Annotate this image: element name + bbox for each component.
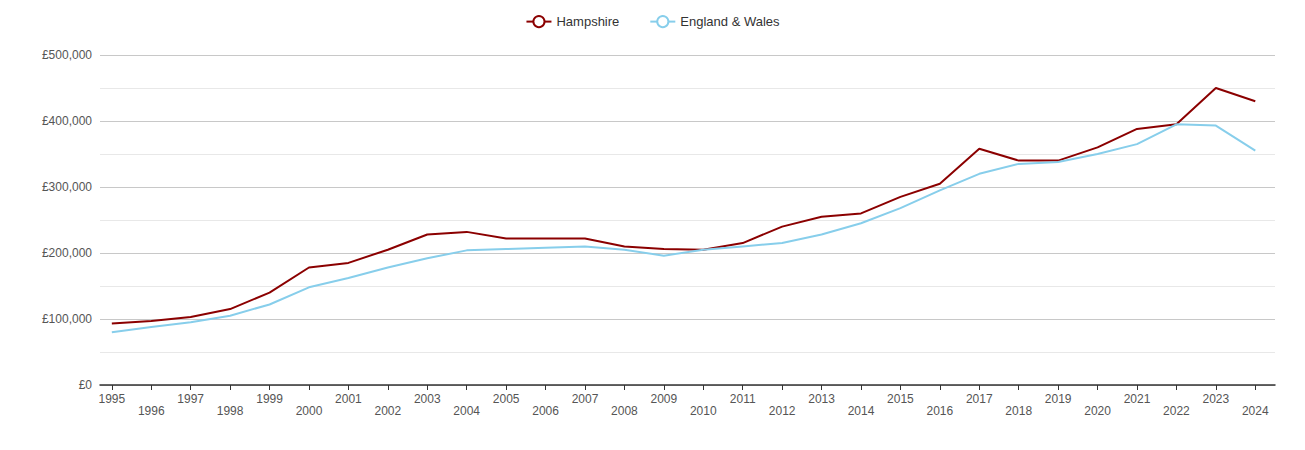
svg-text:2001: 2001 bbox=[335, 392, 362, 406]
svg-text:2024: 2024 bbox=[1242, 404, 1269, 418]
svg-text:2014: 2014 bbox=[848, 404, 875, 418]
svg-text:1995: 1995 bbox=[98, 392, 125, 406]
svg-text:Hampshire: Hampshire bbox=[556, 14, 619, 29]
svg-text:2019: 2019 bbox=[1045, 392, 1072, 406]
svg-text:£200,000: £200,000 bbox=[42, 246, 92, 260]
svg-text:1998: 1998 bbox=[217, 404, 244, 418]
svg-text:£300,000: £300,000 bbox=[42, 180, 92, 194]
svg-text:2006: 2006 bbox=[532, 404, 559, 418]
svg-text:£400,000: £400,000 bbox=[42, 114, 92, 128]
svg-text:2023: 2023 bbox=[1203, 392, 1230, 406]
svg-text:2007: 2007 bbox=[572, 392, 599, 406]
svg-text:2013: 2013 bbox=[808, 392, 835, 406]
svg-text:2015: 2015 bbox=[887, 392, 914, 406]
svg-text:1999: 1999 bbox=[256, 392, 283, 406]
svg-text:2000: 2000 bbox=[296, 404, 323, 418]
svg-text:2012: 2012 bbox=[769, 404, 796, 418]
svg-text:2022: 2022 bbox=[1163, 404, 1190, 418]
svg-text:£100,000: £100,000 bbox=[42, 312, 92, 326]
svg-text:2020: 2020 bbox=[1084, 404, 1111, 418]
svg-text:£500,000: £500,000 bbox=[42, 48, 92, 62]
svg-text:2005: 2005 bbox=[493, 392, 520, 406]
svg-text:2004: 2004 bbox=[453, 404, 480, 418]
svg-text:2009: 2009 bbox=[650, 392, 677, 406]
svg-text:2016: 2016 bbox=[926, 404, 953, 418]
svg-text:England & Wales: England & Wales bbox=[680, 14, 780, 29]
svg-text:2021: 2021 bbox=[1124, 392, 1151, 406]
svg-text:£0: £0 bbox=[79, 378, 93, 392]
svg-text:1997: 1997 bbox=[177, 392, 204, 406]
svg-text:1996: 1996 bbox=[138, 404, 165, 418]
svg-text:2002: 2002 bbox=[374, 404, 401, 418]
svg-text:2011: 2011 bbox=[730, 392, 756, 406]
svg-text:2017: 2017 bbox=[966, 392, 993, 406]
svg-text:2008: 2008 bbox=[611, 404, 638, 418]
svg-text:2018: 2018 bbox=[1005, 404, 1032, 418]
svg-text:2003: 2003 bbox=[414, 392, 441, 406]
svg-text:2010: 2010 bbox=[690, 404, 717, 418]
